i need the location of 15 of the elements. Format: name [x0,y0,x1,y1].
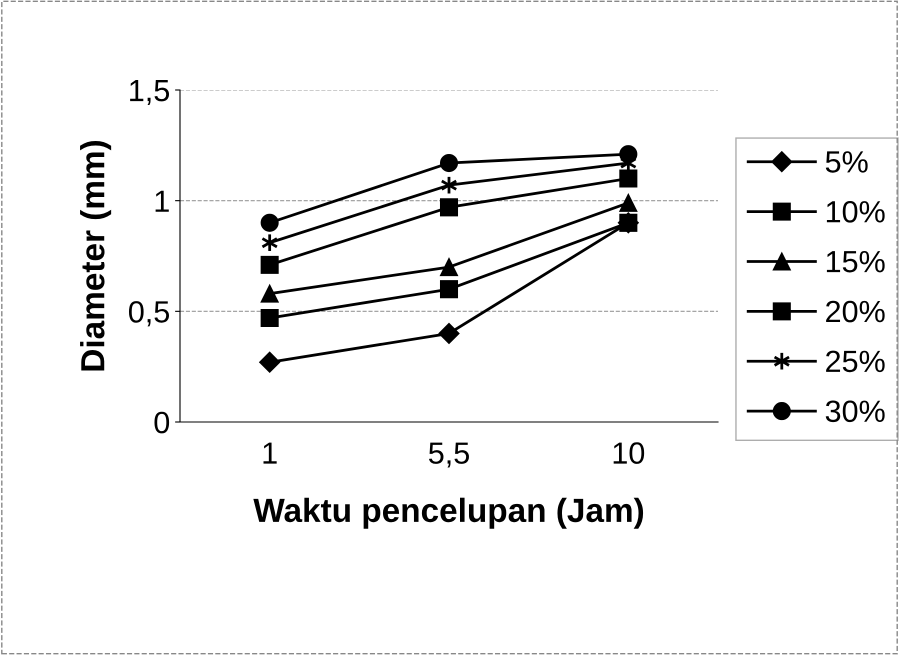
x-tick-label: 10 [614,442,644,464]
x-tick-label: 5,5 [428,442,469,468]
legend-label: 25% [826,350,885,372]
x-tick-label: 1 [264,442,277,464]
legend-label: 20% [826,300,885,322]
legend-label: 10% [826,200,885,223]
y-tick-label: 0 [154,412,170,434]
x-axis-title: Waktu pencelupan (Jam) [253,498,644,529]
y-tick-label: 1 [156,190,169,212]
legend-label: 15% [826,250,885,272]
y-axis-title: Diameter (mm) [80,140,112,370]
y-tick-label: 1,5 [130,80,169,105]
legend-label: 5% [826,151,868,173]
y-tick-label: 0,5 [129,301,169,326]
legend-label: 30% [826,400,885,422]
